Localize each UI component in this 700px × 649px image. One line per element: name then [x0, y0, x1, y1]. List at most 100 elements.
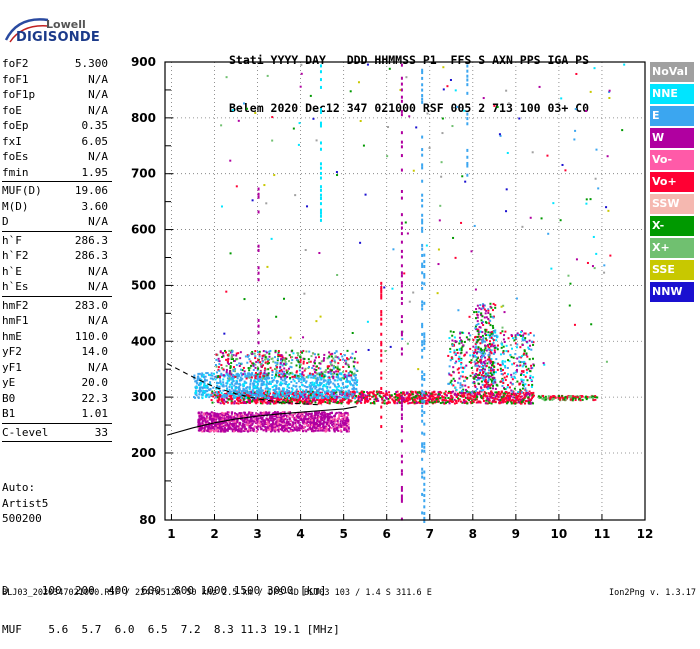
echo-point [310, 382, 312, 384]
echo-point [345, 391, 347, 393]
echo-point [529, 377, 531, 379]
echo-point [278, 350, 280, 352]
echo-point [301, 367, 303, 369]
echo-point [281, 392, 283, 394]
echo-point [340, 402, 342, 404]
echo-point [302, 396, 304, 398]
echo-point [324, 417, 326, 419]
echo-point [238, 412, 240, 414]
echo-point [502, 369, 504, 371]
echo-point [497, 396, 499, 398]
echo-point [348, 428, 350, 430]
echo-point [297, 397, 299, 399]
echo-point [328, 413, 330, 415]
echo-point [231, 388, 233, 390]
echo-point [348, 394, 350, 396]
echo-point [322, 388, 324, 390]
echo-point [337, 401, 339, 403]
echo-point [217, 415, 219, 417]
echo-point [331, 393, 333, 395]
echo-point [301, 425, 303, 427]
echo-point [312, 373, 314, 375]
echo-point [268, 391, 270, 393]
echo-point [328, 377, 330, 379]
echo-point [241, 363, 243, 365]
echo-point [485, 360, 487, 362]
echo-point [514, 353, 516, 355]
echo-point [211, 378, 213, 380]
echo-point [377, 400, 379, 402]
echo-point [527, 347, 529, 349]
echo-point [277, 358, 279, 360]
echo-point [511, 356, 513, 358]
echo-point [489, 320, 491, 322]
echo-point [348, 374, 350, 376]
echo-point [320, 413, 322, 415]
echo-point [411, 398, 413, 400]
echo-point [291, 359, 293, 361]
echo-point [356, 391, 358, 393]
echo-point [503, 346, 505, 348]
echo-point [239, 384, 241, 386]
echo-point [276, 392, 278, 394]
echo-point [280, 362, 282, 364]
echo-point [531, 386, 533, 388]
echo-point [507, 393, 509, 395]
echo-point [216, 371, 218, 373]
echo-point [313, 386, 315, 388]
echo-point [263, 350, 265, 352]
echo-point [305, 351, 307, 353]
echo-point [220, 430, 222, 432]
echo-point [217, 425, 219, 427]
echo-point [212, 396, 214, 398]
echo-point [283, 373, 285, 375]
echo-point [332, 376, 334, 378]
echo-point [319, 374, 321, 376]
echo-point [513, 357, 515, 359]
echo-point [284, 382, 286, 384]
echo-point [327, 396, 329, 398]
echo-point [289, 377, 291, 379]
echo-point [237, 395, 239, 397]
echo-point [462, 344, 464, 346]
echo-point [293, 413, 295, 415]
echo-point [234, 360, 236, 362]
echo-point [351, 371, 353, 373]
echo-point [497, 393, 499, 395]
echo-point [436, 398, 438, 400]
echo-point [335, 386, 337, 388]
echo-point [485, 331, 487, 333]
echo-point [288, 395, 290, 397]
echo-point [525, 393, 527, 395]
echo-point [494, 398, 496, 400]
echo-point [280, 378, 282, 380]
echo-point [520, 374, 522, 376]
echo-point [487, 312, 489, 314]
echo-point [523, 392, 525, 394]
echo-point [230, 362, 232, 364]
echo-point [351, 378, 353, 380]
echo-point [246, 414, 248, 416]
echo-point [381, 402, 383, 404]
echo-point [460, 401, 462, 403]
echo-point [209, 388, 211, 390]
echo-point [234, 400, 236, 402]
echo-point [274, 362, 276, 364]
echo-point [452, 366, 454, 368]
echo-point [285, 396, 287, 398]
echo-point [255, 361, 257, 363]
echo-point [456, 349, 458, 351]
echo-point [449, 351, 451, 353]
echo-point [226, 369, 228, 371]
echo-point [472, 339, 474, 341]
echo-point [465, 392, 467, 394]
echo-point [208, 426, 210, 428]
echo-point [466, 402, 468, 404]
echo-point [325, 395, 327, 397]
echo-point [267, 424, 269, 426]
echo-point [285, 358, 287, 360]
echo-point [325, 383, 327, 385]
echo-point [343, 424, 345, 426]
echo-point [238, 388, 240, 390]
echo-point [409, 397, 411, 399]
